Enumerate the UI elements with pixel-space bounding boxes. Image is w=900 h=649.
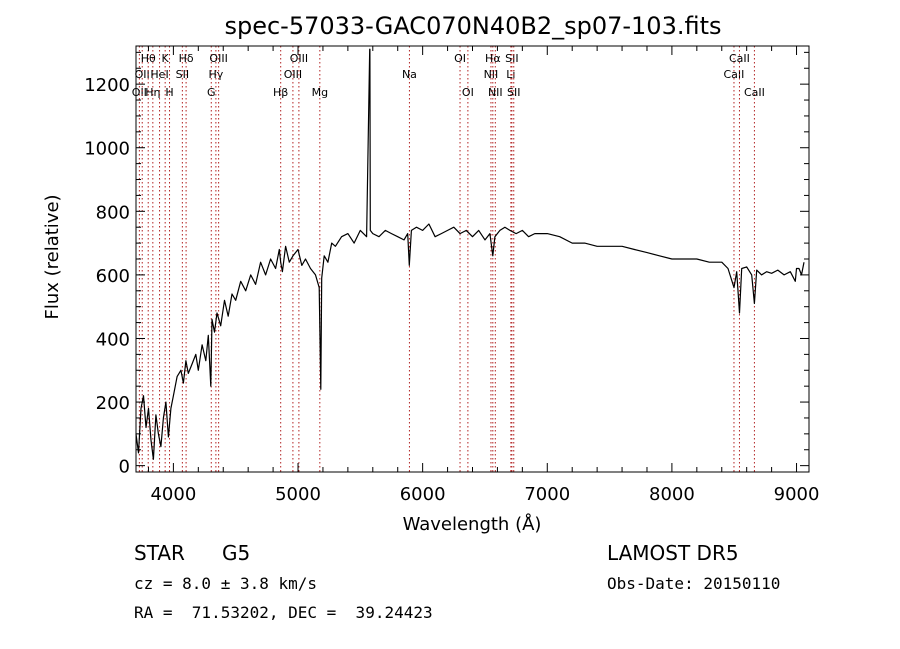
y-tick-label: 0 xyxy=(119,457,130,478)
line-marker-label: NII xyxy=(484,68,499,81)
line-marker-label: Hγ xyxy=(208,68,223,81)
line-marker-label: SII xyxy=(505,52,518,65)
axes-layer: 4000 5000 6000 7000 8000 9000 0 200 400 600 800 100… xyxy=(84,45,820,505)
line-marker-label: NII xyxy=(488,86,503,99)
line-marker-label: OII xyxy=(135,68,150,81)
line-marker-label: OI xyxy=(454,52,466,65)
observation-date: Obs-Date: 20150110 xyxy=(607,574,781,593)
chart-title: spec-57033-GAC070N40B2_sp07-103.fits xyxy=(224,12,721,40)
object-subclass: G5 xyxy=(222,541,251,565)
line-marker-label: Hβ xyxy=(273,86,288,99)
y-tick-label: 400 xyxy=(96,329,130,350)
line-marker-label: HeI xyxy=(150,68,168,81)
x-tick-label: 9000 xyxy=(774,484,820,505)
line-marker-label: CaII xyxy=(744,86,765,99)
line-marker-label: H xyxy=(165,86,173,99)
line-marker-label: OI xyxy=(462,86,474,99)
line-marker-label: Li xyxy=(506,68,515,81)
plot-frame xyxy=(135,45,810,473)
line-marker-label: OIII xyxy=(284,68,302,81)
y-tick-label: 1200 xyxy=(84,75,130,96)
y-tick-label: 200 xyxy=(96,393,130,414)
object-class: STAR xyxy=(134,541,185,565)
x-axis-label: Wavelength (Å) xyxy=(403,513,542,535)
spectrum-layer xyxy=(135,48,805,460)
y-tick-label: 600 xyxy=(96,266,130,287)
survey-name: LAMOST DR5 xyxy=(607,541,739,565)
x-tick-label: 8000 xyxy=(649,484,695,505)
x-tick-label: 6000 xyxy=(400,484,446,505)
line-marker-label: CaII xyxy=(729,52,750,65)
line-marker-label: OIII xyxy=(290,52,308,65)
line-marker-label: Hη xyxy=(145,86,160,99)
y-axis-label: Flux (relative) xyxy=(42,194,63,319)
line-marker-layer: OIIOIIHθHηHeIKHSIIHδGHγOIIIHβOIIIOIIIMgN… xyxy=(132,46,765,472)
x-tick-label: 7000 xyxy=(524,484,570,505)
y-tick-label: 800 xyxy=(96,202,130,223)
line-marker-label: SII xyxy=(176,68,189,81)
y-tick-label: 1000 xyxy=(84,139,130,160)
line-marker-label: G xyxy=(207,86,216,99)
spectrum-line xyxy=(135,48,805,460)
line-marker-label: SII xyxy=(507,86,520,99)
line-marker-label: Hθ xyxy=(141,52,156,65)
line-marker-label: Hα xyxy=(485,52,501,65)
redshift-value: cz = 8.0 ± 3.8 km/s xyxy=(134,574,318,593)
x-tick-label: 5000 xyxy=(275,484,321,505)
line-marker-label: K xyxy=(162,52,170,65)
line-marker-label: CaII xyxy=(724,68,745,81)
x-tick-label: 4000 xyxy=(150,484,196,505)
line-marker-label: OIII xyxy=(209,52,227,65)
line-marker-label: Mg xyxy=(312,86,328,99)
line-marker-label: Hδ xyxy=(179,52,194,65)
line-marker-label: Na xyxy=(402,68,417,81)
sky-coordinates: RA = 71.53202, DEC = 39.24423 xyxy=(134,603,433,622)
